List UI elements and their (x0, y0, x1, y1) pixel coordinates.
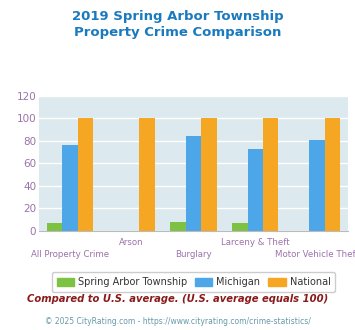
Text: Motor Vehicle Theft: Motor Vehicle Theft (275, 250, 355, 259)
Bar (170, 222, 186, 231)
Bar (201, 118, 217, 231)
Text: Arson: Arson (119, 238, 144, 247)
Legend: Spring Arbor Township, Michigan, National: Spring Arbor Township, Michigan, Nationa… (52, 272, 335, 292)
Bar (309, 140, 325, 231)
Bar (232, 223, 247, 231)
Bar (140, 118, 155, 231)
Bar (247, 149, 263, 231)
Text: Compared to U.S. average. (U.S. average equals 100): Compared to U.S. average. (U.S. average … (27, 294, 328, 304)
Text: 2019 Spring Arbor Township
Property Crime Comparison: 2019 Spring Arbor Township Property Crim… (72, 10, 283, 39)
Text: Burglary: Burglary (175, 250, 212, 259)
Bar (47, 223, 62, 231)
Bar (62, 145, 78, 231)
Bar (325, 118, 340, 231)
Text: All Property Crime: All Property Crime (31, 250, 109, 259)
Text: © 2025 CityRating.com - https://www.cityrating.com/crime-statistics/: © 2025 CityRating.com - https://www.city… (45, 317, 310, 326)
Bar (78, 118, 93, 231)
Bar (186, 136, 201, 231)
Text: Larceny & Theft: Larceny & Theft (221, 238, 290, 247)
Bar (263, 118, 278, 231)
